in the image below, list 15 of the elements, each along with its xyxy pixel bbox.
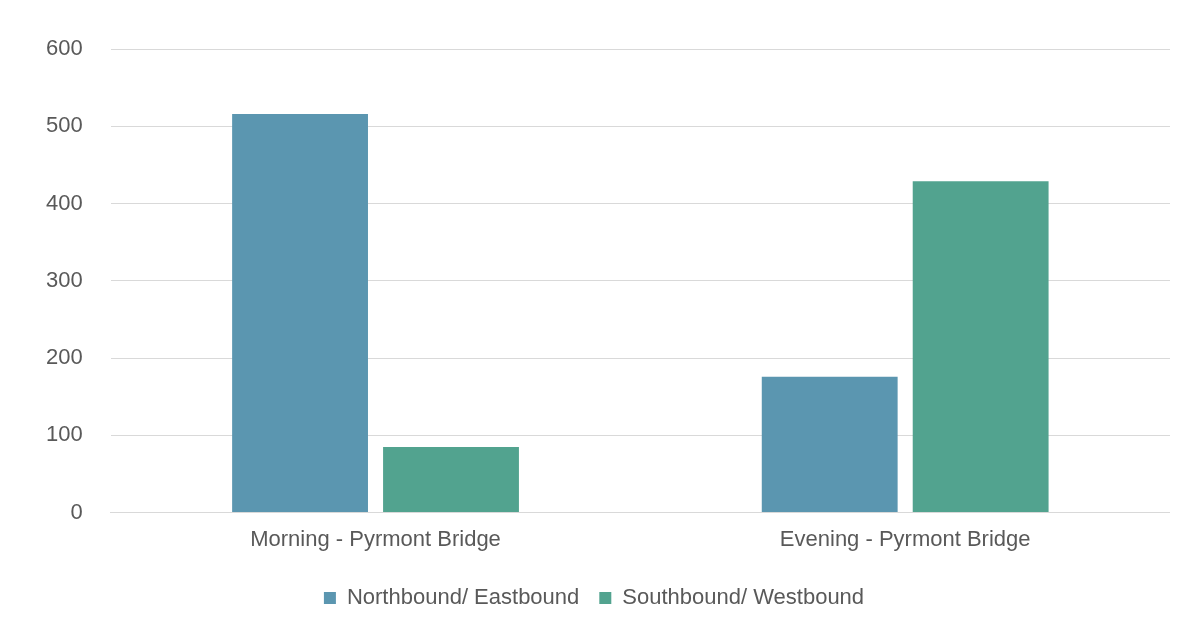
y-tick-label: 200 (45, 344, 83, 370)
bar (761, 376, 898, 513)
bar (232, 114, 368, 513)
x-tick-label: Evening - Pyrmont Bridge (779, 525, 1031, 551)
x-tick-label: Morning - Pyrmont Bridge (250, 525, 501, 551)
y-tick-label: 400 (45, 189, 83, 215)
bar (912, 181, 1049, 513)
legend-label: Northbound/ Eastbound (346, 584, 580, 610)
y-tick-label: 300 (45, 266, 83, 292)
y-tick-label: 100 (45, 421, 83, 447)
legend-label: Southbound/ Westbound (622, 584, 865, 610)
y-tick-label: 500 (45, 112, 83, 138)
y-tick-label: 0 (70, 498, 83, 524)
bar (383, 446, 519, 513)
y-tick-label: 600 (45, 35, 83, 61)
